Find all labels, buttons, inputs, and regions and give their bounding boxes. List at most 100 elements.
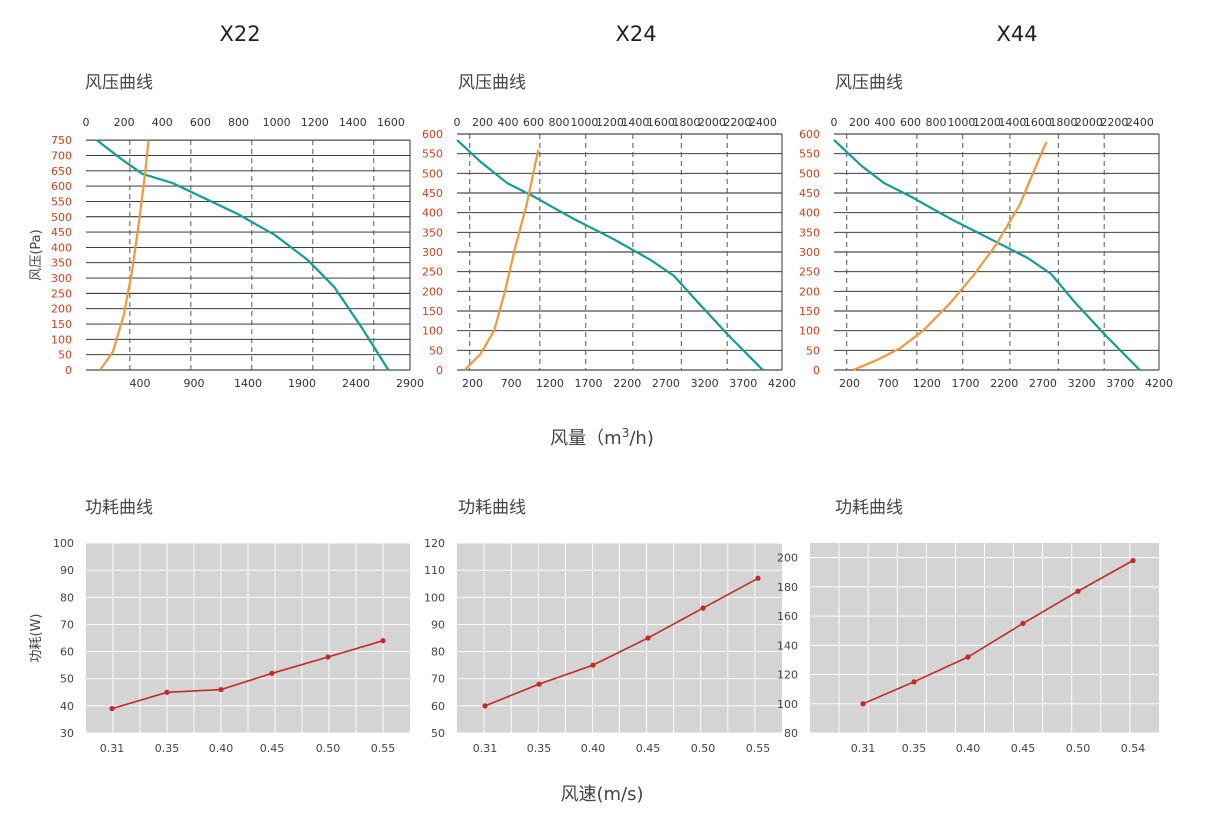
pressure-top-tick-label-x22: 1600 (377, 116, 405, 129)
pressure-y-tick-label-x24: 200 (422, 285, 443, 298)
power-x-tick-label-x24: 0.50 (691, 742, 716, 755)
fan-curve-x22 (96, 139, 390, 371)
pressure-y-tick-label-x22: 250 (51, 287, 72, 300)
power-point-x44 (1075, 588, 1081, 594)
pressure-top-tick-label-x44: 1400 (998, 116, 1026, 129)
pressure-top-tick-label-x24: 1000 (570, 116, 598, 129)
power-point-x24 (645, 635, 651, 641)
pressure-y-tick-label-x22: 450 (51, 226, 72, 239)
pressure-x-tick-label-x24: 200 (462, 377, 483, 390)
pressure-y-tick-label-x44: 500 (799, 167, 820, 180)
pressure-y-tick-label-x22: 50 (58, 349, 72, 362)
pressure-top-tick-label-x22: 400 (152, 116, 173, 129)
pressure-y-tick-label-x24: 600 (422, 128, 443, 141)
system-curve-x24 (463, 149, 540, 371)
pressure-y-tick-label-x44: 450 (799, 187, 820, 200)
power-y-tick-label-x24: 90 (431, 618, 445, 631)
power-point-x24 (536, 681, 542, 687)
power-point-x22 (269, 670, 275, 676)
pressure-x-tick-label-x24: 2700 (652, 377, 680, 390)
pressure-top-tick-label-x44: 0 (831, 116, 838, 129)
pressure-x-tick-label-x22: 2400 (342, 377, 370, 390)
pressure-top-tick-label-x22: 1000 (263, 116, 291, 129)
fan-curve-x24 (456, 139, 764, 371)
power-y-tick-label-x44: 180 (777, 581, 798, 594)
pressure-top-tick-label-x44: 2200 (1100, 116, 1128, 129)
pressure-y-tick-label-x44: 600 (799, 128, 820, 141)
power-x-tick-label-x22: 0.55 (371, 742, 396, 755)
pressure-y-tick-label-x44: 550 (799, 148, 820, 161)
power-point-x22 (109, 705, 115, 712)
power-y-tick-label-x24: 110 (424, 564, 445, 577)
pressure-x-tick-label-x44: 700 (878, 377, 899, 390)
power-x-tick-label-x22: 0.40 (209, 742, 234, 755)
power-section-title-x44: 功耗曲线 (835, 498, 903, 518)
pressure-top-tick-label-x44: 800 (925, 116, 946, 129)
pressure-top-tick-label-x22: 1400 (339, 116, 367, 129)
pressure-y-tick-label-x22: 600 (51, 180, 72, 193)
pressure-y-tick-label-x22: 700 (51, 149, 72, 162)
pressure-y-tick-label-x22: 550 (51, 195, 72, 208)
pressure-y-tick-label-x44: 200 (799, 285, 820, 298)
pressure-y-tick-label-x22: 0 (65, 364, 72, 377)
pressure-y-tick-label-x24: 450 (422, 187, 443, 200)
pressure-x-tick-label-x24: 1200 (536, 377, 564, 390)
pressure-y-tick-label-x44: 300 (799, 246, 820, 259)
pressure-top-tick-label-x24: 1600 (647, 116, 675, 129)
pressure-y-tick-label-x44: 100 (799, 325, 820, 338)
pressure-top-tick-label-x44: 1600 (1024, 116, 1052, 129)
model-title-x24: X24 (615, 22, 657, 46)
pressure-x-tick-label-x44: 1200 (913, 377, 941, 390)
power-x-tick-label-x44: 0.35 (902, 742, 927, 755)
power-x-tick-label-x44: 0.54 (1121, 742, 1146, 755)
pressure-y-tick-label-x44: 400 (799, 207, 820, 220)
pressure-x-tick-label-x44: 3200 (1068, 377, 1096, 390)
pressure-y-tick-label-x24: 250 (422, 266, 443, 279)
pressure-top-tick-label-x24: 2400 (749, 116, 777, 129)
power-x-tick-label-x24: 0.55 (746, 742, 771, 755)
pressure-y-tick-label-x24: 50 (429, 344, 443, 357)
pressure-top-tick-label-x22: 1200 (301, 116, 329, 129)
pressure-top-tick-label-x22: 600 (190, 116, 211, 129)
power-y-tick-label-x44: 100 (777, 698, 798, 711)
pressure-y-tick-label-x22: 750 (51, 134, 72, 147)
pressure-y-tick-label-x24: 400 (422, 207, 443, 220)
pressure-top-tick-label-x44: 1800 (1049, 116, 1077, 129)
pressure-y-tick-label-x44: 0 (813, 364, 820, 377)
power-line-x24 (484, 577, 759, 707)
pressure-x-tick-label-x24: 700 (501, 377, 522, 390)
power-y-tick-label-x22: 90 (60, 564, 74, 577)
pressure-y-tick-label-x22: 100 (51, 333, 72, 346)
power-point-x22 (164, 689, 170, 695)
power-point-x24 (590, 662, 596, 668)
airflow-axis-title-unit: /h) (629, 428, 654, 449)
pressure-top-tick-label-x44: 2400 (1126, 116, 1154, 129)
pressure-x-tick-label-x44: 1700 (952, 377, 980, 390)
power-y-tick-label-x44: 140 (777, 639, 798, 652)
airflow-axis-title-main: 风量（m (550, 428, 622, 449)
power-x-tick-label-x22: 0.45 (260, 742, 285, 755)
pressure-top-tick-label-x24: 1400 (621, 116, 649, 129)
power-y-tick-label-x22: 100 (53, 537, 74, 550)
pressure-x-tick-label-x44: 2200 (990, 377, 1018, 390)
power-x-tick-label-x24: 0.31 (473, 742, 498, 755)
pressure-y-tick-label-x44: 350 (799, 226, 820, 239)
pressure-y-tick-label-x24: 150 (422, 305, 443, 318)
pressure-x-tick-label-x44: 4200 (1145, 377, 1173, 390)
pressure-y-tick-label-x24: 350 (422, 226, 443, 239)
pressure-x-tick-label-x24: 3200 (691, 377, 719, 390)
pressure-top-tick-label-x24: 800 (548, 116, 569, 129)
pressure-section-title-x22: 风压曲线 (85, 73, 153, 93)
power-x-tick-label-x22: 0.50 (316, 742, 341, 755)
pressure-x-tick-label-x22: 1400 (234, 377, 262, 390)
power-y-tick-label-x24: 100 (424, 591, 445, 604)
pressure-x-tick-label-x24: 4200 (768, 377, 796, 390)
pressure-y-tick-label-x22: 500 (51, 211, 72, 224)
pressure-x-tick-label-x22: 900 (184, 377, 205, 390)
pressure-top-tick-label-x22: 0 (83, 116, 90, 129)
pressure-x-tick-label-x24: 2200 (613, 377, 641, 390)
airflow-axis-title: 风量（m3/h) (550, 424, 654, 450)
power-y-tick-label-x24: 60 (431, 700, 445, 713)
power-line-x22 (111, 639, 384, 710)
